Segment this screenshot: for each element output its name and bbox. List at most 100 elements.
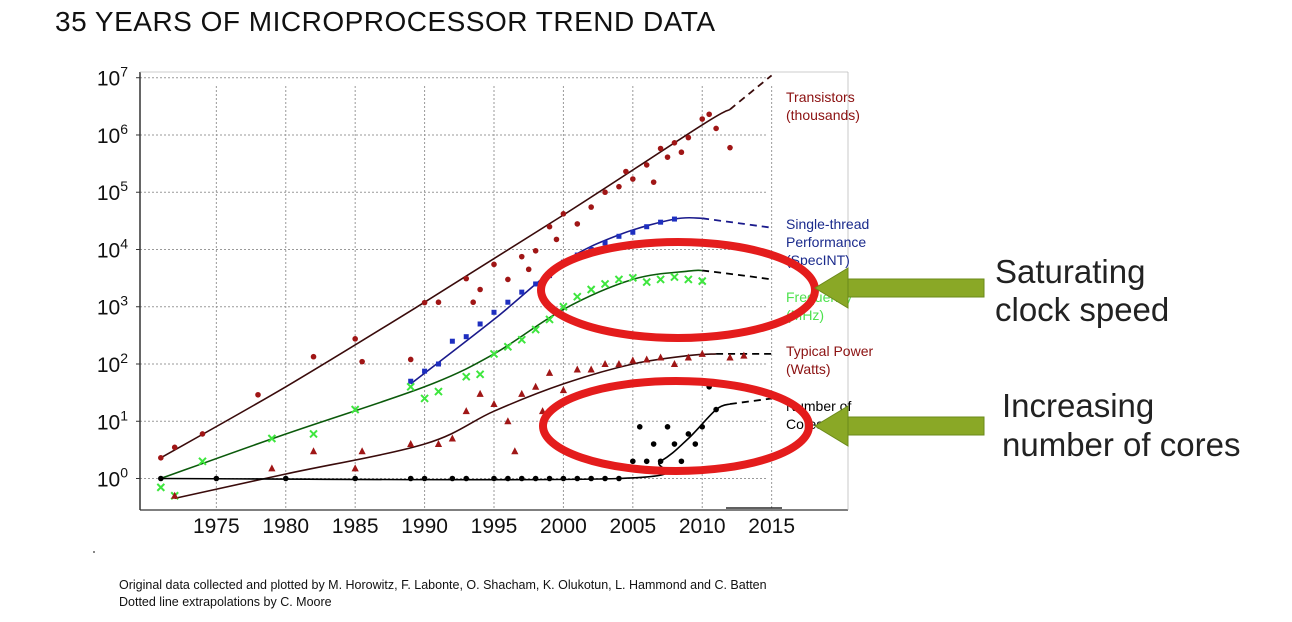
y-tick-label: 104 <box>97 235 128 262</box>
stray-dot <box>93 551 95 553</box>
data-point <box>671 441 678 447</box>
data-marks <box>156 111 748 500</box>
saturating-text-line2: clock speed <box>995 291 1169 328</box>
trend-lines <box>160 74 773 500</box>
data-point <box>657 145 664 152</box>
y-tick-label: 106 <box>97 121 128 148</box>
data-point <box>532 475 539 482</box>
data-point <box>699 116 706 122</box>
data-point <box>477 286 483 293</box>
data-point <box>616 183 622 190</box>
data-point <box>475 370 485 379</box>
saturating-ellipse <box>537 238 819 342</box>
trend-line <box>174 353 717 500</box>
data-point <box>310 353 317 360</box>
data-point <box>408 378 414 384</box>
data-point <box>630 176 636 182</box>
data-point <box>616 475 622 482</box>
data-point <box>351 464 359 472</box>
data-point <box>171 491 179 499</box>
y-tick-label: 102 <box>97 350 128 377</box>
data-point <box>171 444 178 451</box>
data-point <box>726 353 734 361</box>
data-point <box>407 475 414 482</box>
extrapolation-line <box>729 74 773 111</box>
x-tick-label: 1980 <box>262 515 309 538</box>
extrapolation-line <box>702 269 772 281</box>
data-point <box>678 458 685 465</box>
data-point <box>545 368 554 376</box>
data-point <box>614 275 624 284</box>
data-point <box>463 275 470 282</box>
data-point <box>532 382 540 390</box>
data-point <box>490 400 498 408</box>
data-point <box>629 356 637 364</box>
data-point <box>462 407 470 415</box>
x-tick-label: 1990 <box>401 515 448 538</box>
data-point <box>684 275 693 284</box>
data-point <box>505 475 511 482</box>
data-point <box>671 216 677 222</box>
y-tick-label: 100 <box>97 465 128 492</box>
data-point <box>643 458 650 465</box>
data-point <box>267 434 277 443</box>
data-point <box>449 338 455 344</box>
saturating-arrow <box>814 267 985 309</box>
data-point <box>545 315 554 324</box>
data-point <box>477 321 483 327</box>
data-point <box>518 253 525 260</box>
data-point <box>628 273 638 283</box>
data-point <box>559 302 568 311</box>
data-point <box>574 221 581 227</box>
series-label: Single-thread Performance (SpecINT) <box>786 216 869 268</box>
y-tick-label: 105 <box>97 178 128 205</box>
data-point <box>650 179 657 185</box>
data-point <box>643 355 651 363</box>
cores-ellipse <box>539 377 813 475</box>
data-point <box>448 434 456 442</box>
data-point <box>698 276 707 286</box>
data-point <box>602 475 608 482</box>
data-point <box>559 386 568 394</box>
data-point <box>664 424 671 430</box>
data-point <box>656 275 665 284</box>
data-point <box>588 475 594 482</box>
data-point <box>518 475 525 482</box>
x-tick-label: 2000 <box>540 515 587 538</box>
data-point <box>642 277 651 287</box>
data-point <box>463 475 470 482</box>
data-point <box>706 111 712 118</box>
cores-text-line1: Increasing <box>1002 387 1154 424</box>
data-point <box>546 475 553 482</box>
x-tick-label: 2015 <box>748 515 795 538</box>
data-point <box>434 387 443 396</box>
data-point <box>435 299 442 306</box>
data-point <box>503 342 513 351</box>
data-point <box>658 219 664 225</box>
data-point <box>644 224 650 230</box>
data-point <box>546 223 553 230</box>
data-point <box>309 429 318 439</box>
trend-line <box>160 269 703 480</box>
x-tick-label: 1995 <box>471 515 518 538</box>
series-labels: Transistors (thousands) Single-thread Perfo… <box>786 89 873 432</box>
data-point <box>407 356 414 363</box>
data-point <box>350 405 360 414</box>
x-tick-label: 1975 <box>193 515 240 538</box>
data-point <box>158 454 164 461</box>
data-point <box>656 353 665 361</box>
extrapolation-line <box>729 397 772 405</box>
data-point <box>643 162 650 168</box>
data-point <box>491 309 497 315</box>
data-point <box>421 475 428 482</box>
saturating-text-line1: Saturating <box>995 253 1145 290</box>
data-point <box>435 361 441 367</box>
data-point <box>636 424 643 430</box>
data-point <box>630 458 636 465</box>
data-point <box>359 358 365 365</box>
data-point <box>463 334 469 340</box>
data-point <box>156 483 166 492</box>
data-point <box>352 475 358 482</box>
data-point <box>600 279 610 289</box>
